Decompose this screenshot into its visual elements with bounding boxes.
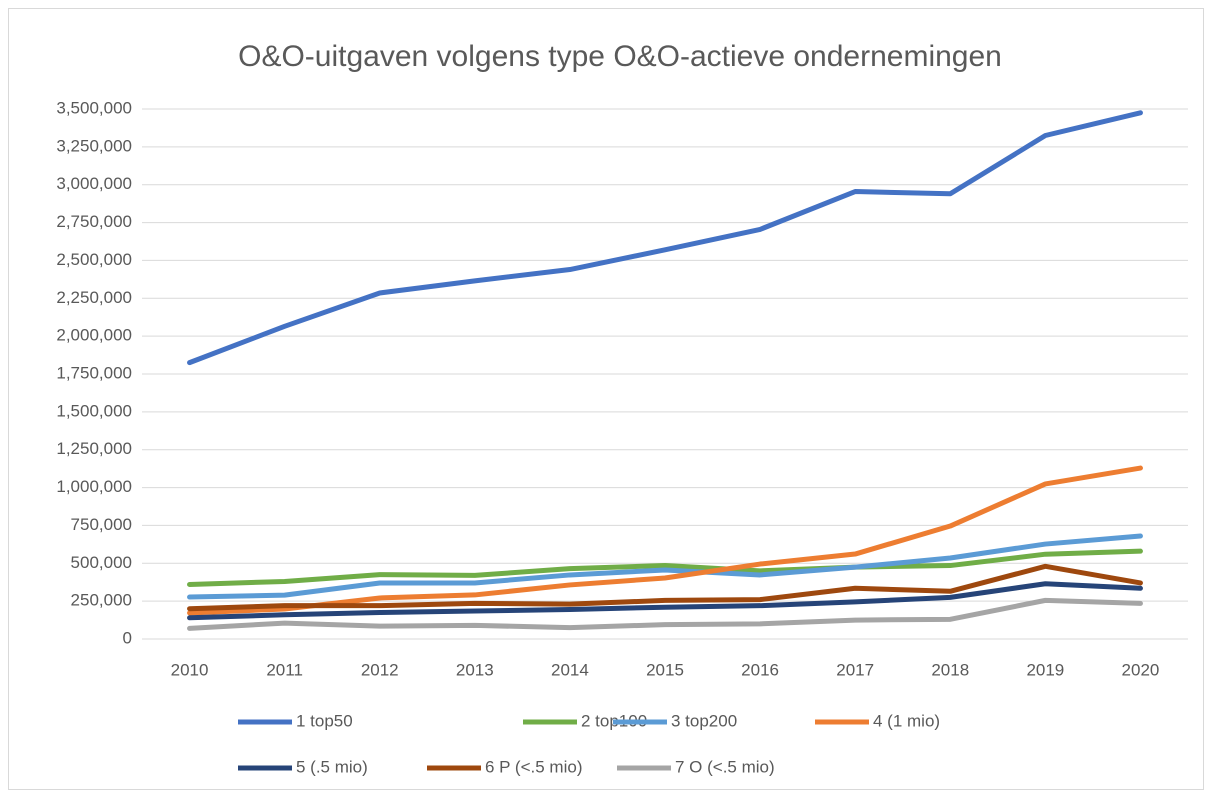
y-tick-label: 2,250,000 [56,288,132,307]
y-tick-label: 2,000,000 [56,326,132,345]
y-tick-label: 3,000,000 [56,174,132,193]
y-tick-label: 250,000 [71,591,132,610]
x-tick-label: 2013 [456,660,494,679]
series-line [187,548,1143,587]
y-tick-label: 1,250,000 [56,439,132,458]
legend-label: 3 top200 [671,711,737,730]
legend-label: 4 (1 mio) [873,711,940,730]
series-line [187,465,1143,616]
x-tick-label: 2012 [361,660,399,679]
chart-border [8,8,1204,790]
x-tick-label: 2011 [266,660,303,679]
y-tick-label: 1,750,000 [56,363,132,382]
y-tick-label: 2,500,000 [56,250,132,269]
series-line [187,110,1143,366]
series-line [187,533,1143,600]
series-line [187,597,1143,631]
chart-title: O&O-uitgaven volgens type O&O-actieve on… [238,40,1002,73]
legend-label: 7 O (<.5 mio) [675,757,775,776]
x-tick-label: 2018 [931,660,969,679]
legend-label: 5 (.5 mio) [296,757,368,776]
y-tick-label: 3,500,000 [56,98,132,117]
legend-label: 6 P (<.5 mio) [485,757,582,776]
x-tick-label: 2015 [646,660,684,679]
y-tick-label: 0 [123,628,132,647]
y-tick-label: 750,000 [71,515,132,534]
y-tick-label: 500,000 [71,553,132,572]
y-tick-label: 1,000,000 [56,477,132,496]
y-tick-label: 2,750,000 [56,212,132,231]
y-tick-label: 3,250,000 [56,136,132,155]
series-line [187,581,1143,621]
x-tick-label: 2020 [1122,660,1160,679]
y-tick-label: 1,500,000 [56,401,132,420]
x-tick-label: 2016 [741,660,779,679]
legend-label: 1 top50 [296,711,353,730]
x-tick-label: 2010 [171,660,209,679]
x-tick-label: 2014 [551,660,589,679]
series-line [187,563,1143,612]
x-tick-label: 2017 [836,660,874,679]
x-tick-label: 2019 [1026,660,1064,679]
